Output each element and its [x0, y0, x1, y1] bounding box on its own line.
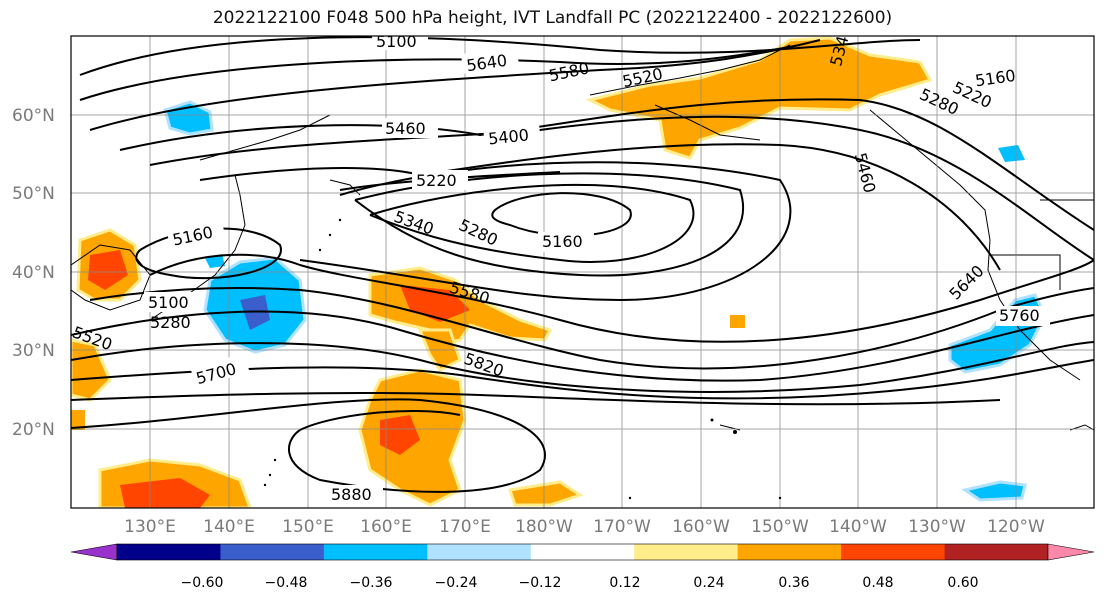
- map-title: 2022122100 F048 500 hPa height, IVT Land…: [212, 8, 893, 28]
- colorbar-tick-label: −0.36: [350, 575, 393, 591]
- colorbar-tick-label: 0.36: [778, 575, 809, 591]
- colorbar-tick-label: −0.12: [519, 575, 562, 591]
- colorbar-segment: [117, 544, 221, 560]
- lat-label: 20°N: [12, 420, 55, 440]
- lat-label: 40°N: [12, 263, 55, 283]
- contour-label: 5160: [542, 232, 583, 251]
- colorbar-tick-label: 0.12: [609, 575, 640, 591]
- graticule: [71, 36, 1094, 508]
- contour-label: 5880: [331, 485, 372, 504]
- islands: [263, 218, 782, 500]
- colorbar-tick-label: −0.24: [435, 575, 478, 591]
- contour-label: 5280: [150, 313, 191, 332]
- contour-label: 5460: [385, 119, 426, 138]
- colorbar-extend-high: [1047, 543, 1095, 561]
- colorbar-tick-label: 0.48: [862, 575, 893, 591]
- lon-label: 180°W: [515, 517, 573, 537]
- lon-label: 170°E: [439, 517, 491, 537]
- lon-label: 140°W: [829, 517, 887, 537]
- colorbar-segments: [116, 543, 1049, 561]
- lon-label: 160°W: [672, 517, 730, 537]
- lon-label: 120°W: [987, 517, 1045, 537]
- lon-label: 140°E: [203, 517, 255, 537]
- colorbar-segment: [427, 544, 532, 560]
- colorbar: −0.60 −0.48 −0.36 −0.24 −0.12 0.12 0.24 …: [70, 543, 1095, 591]
- colorbar-segment: [220, 544, 325, 560]
- lon-label: 130°W: [908, 517, 966, 537]
- contour-label: 5220: [416, 171, 457, 190]
- colorbar-tick-label: 0.60: [947, 575, 978, 591]
- map-frame: [70, 35, 1095, 509]
- contour-label: 5760: [999, 306, 1040, 325]
- colorbar-tick-label: 0.24: [693, 575, 724, 591]
- latitude-labels: 60°N 50°N 40°N 30°N 20°N: [12, 106, 55, 440]
- lon-label: 130°E: [124, 517, 176, 537]
- contour-label: 5100: [148, 293, 189, 312]
- colorbar-segment: [530, 544, 635, 560]
- colorbar-segment: [737, 544, 842, 560]
- lon-label: 150°W: [751, 517, 809, 537]
- colorbar-segment: [323, 544, 428, 560]
- lat-label: 30°N: [12, 341, 55, 361]
- colorbar-tick-label: −0.60: [181, 575, 224, 591]
- contour-label: 5400: [487, 125, 529, 148]
- height-contours: [71, 36, 1094, 493]
- map-panel: 5100 5640 5580 5520 5400 5340 5160 5220 …: [71, 32, 1094, 508]
- colorbar-segment: [634, 544, 739, 560]
- colorbar-extend-low: [70, 543, 118, 561]
- lat-label: 60°N: [12, 106, 55, 126]
- lon-label: 160°E: [360, 517, 412, 537]
- lon-label: 150°E: [282, 517, 334, 537]
- colorbar-segment: [944, 544, 1049, 560]
- contour-label: 5100: [376, 32, 417, 51]
- colorbar-tick-label: −0.48: [265, 575, 308, 591]
- lat-label: 50°N: [12, 184, 55, 204]
- longitude-labels: 130°E 140°E 150°E 160°E 170°E 180°W 170°…: [124, 517, 1045, 537]
- lon-label: 170°W: [593, 517, 651, 537]
- colorbar-segment: [841, 544, 946, 560]
- colorbar-ticks: −0.60 −0.48 −0.36 −0.24 −0.12 0.12 0.24 …: [181, 575, 979, 591]
